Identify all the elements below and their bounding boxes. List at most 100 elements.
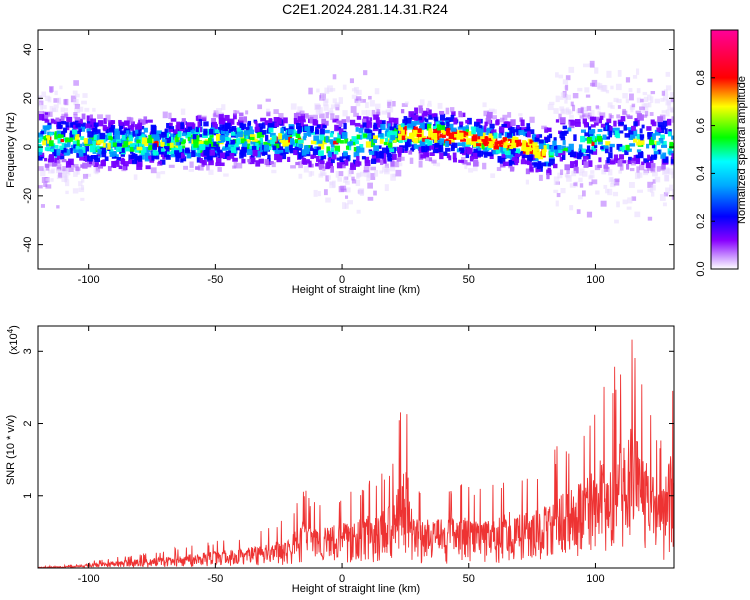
spectrogram-cell xyxy=(358,147,365,153)
spectrogram-cell xyxy=(531,162,538,166)
spectrogram-cell xyxy=(648,102,652,108)
spectrogram-cell xyxy=(405,143,409,150)
spectrogram-cell xyxy=(40,169,46,177)
spectrogram-cell xyxy=(482,162,487,170)
spectrogram-cell xyxy=(670,92,674,98)
spectrogram-cell xyxy=(667,168,674,175)
spectrogram-cell xyxy=(520,119,525,127)
spectrogram-cell xyxy=(538,174,543,181)
spectrogram-cell xyxy=(633,121,638,127)
spectrogram-cell xyxy=(497,155,502,163)
spectrogram-cell xyxy=(209,149,215,156)
spectrogram-cell xyxy=(523,142,530,150)
spectrogram-cell xyxy=(280,152,287,160)
spectrogram-cell xyxy=(561,145,566,151)
spectrogram-cell xyxy=(501,154,506,158)
spectrogram-cell xyxy=(597,164,602,169)
spectrogram-cell xyxy=(560,117,566,124)
spectrogram-cell xyxy=(47,158,54,163)
spectrogram-cell xyxy=(169,142,174,148)
spectrogram-cell xyxy=(315,126,319,134)
spectrogram-cell xyxy=(254,120,258,125)
spectrogram-cell xyxy=(553,189,559,194)
spectrogram-cell xyxy=(529,164,533,170)
spectrogram-cell xyxy=(238,116,244,121)
spectrogram-cell xyxy=(193,141,199,148)
spectrogram-cell xyxy=(509,159,515,165)
spectrogram-cell xyxy=(663,175,669,182)
spectrogram-cell xyxy=(619,130,624,134)
spectrogram-cell xyxy=(321,92,326,100)
spectrogram-cell xyxy=(219,152,226,159)
spectrogram-cell xyxy=(127,131,131,137)
spectrogram-cell xyxy=(313,189,318,197)
spectrogram-cell xyxy=(75,123,81,128)
spectrogram-cell xyxy=(135,128,139,134)
spectrogram-cell xyxy=(285,139,291,146)
spectrogram-cell xyxy=(110,137,116,142)
spectrogram-cell xyxy=(195,126,199,133)
spectrogram-cell xyxy=(266,111,271,117)
spectrogram-cell xyxy=(180,156,187,162)
spectrogram-cell xyxy=(119,121,124,126)
spectrogram-cell xyxy=(223,173,229,177)
spectrogram-cell xyxy=(322,166,326,171)
spectrogram-cell xyxy=(661,144,668,148)
spectrogram-cell xyxy=(547,167,551,173)
spectrogram-cell xyxy=(195,166,200,170)
spectrogram-cell xyxy=(61,113,68,118)
spectrogram-cell xyxy=(586,136,592,144)
spectrogram-cell xyxy=(60,115,65,122)
spectrogram-cell xyxy=(87,131,94,138)
spectrogram-cell xyxy=(104,156,109,162)
spectrogram-cell xyxy=(464,164,468,170)
spectrogram-cell xyxy=(456,148,461,153)
spectrogram-cell xyxy=(233,161,238,169)
spectrogram-cell xyxy=(616,114,621,119)
spectrogram-cell xyxy=(44,147,51,151)
spectrogram-cell xyxy=(75,145,80,150)
spectrogram-cell xyxy=(553,176,560,180)
spectrogram-cell xyxy=(518,130,525,136)
spectrogram-cell xyxy=(170,153,177,158)
spectrogram-cell xyxy=(89,114,93,121)
spectrogram-cell xyxy=(590,170,595,174)
top-y-tick-label: -40 xyxy=(22,237,34,253)
spectrogram-cell xyxy=(663,89,668,95)
spectrogram-cell xyxy=(377,124,381,128)
spectrogram-cell xyxy=(616,143,623,150)
spectrogram-cell xyxy=(428,109,432,116)
spectrogram-cell xyxy=(557,172,563,179)
spectrogram-cell xyxy=(425,151,429,157)
spectrogram-cell xyxy=(503,142,508,148)
spectrogram-cell xyxy=(477,147,481,152)
spectrogram-cell xyxy=(355,100,361,107)
spectrogram-cell xyxy=(316,146,321,150)
spectrogram-cell xyxy=(339,156,344,163)
spectrogram-cell xyxy=(97,120,104,127)
spectrogram-cell xyxy=(496,119,500,125)
spectrogram-cell xyxy=(459,121,464,126)
spectrogram-cell xyxy=(59,85,63,90)
spectrogram-cell xyxy=(312,114,318,122)
spectrogram-cell xyxy=(102,142,107,150)
spectrogram-cell xyxy=(408,150,413,155)
spectrogram-cell xyxy=(386,149,390,155)
spectrogram-cell xyxy=(583,109,589,115)
spectrogram-cell xyxy=(671,171,674,179)
spectrogram-cell xyxy=(478,125,483,130)
spectrogram-cell xyxy=(365,122,370,129)
spectrogram-cell xyxy=(425,145,432,151)
spectrogram-cell xyxy=(120,152,125,157)
spectrogram-cell xyxy=(250,157,256,163)
spectrogram-cell xyxy=(482,140,488,145)
spectrogram-cell xyxy=(179,145,186,149)
spectrogram-cell xyxy=(320,155,324,161)
spectrogram-cell xyxy=(278,133,283,140)
spectrogram-cell xyxy=(398,162,403,167)
spectrogram-cell xyxy=(271,135,277,142)
spectrogram-cell xyxy=(150,138,156,145)
spectrogram-cell xyxy=(670,106,674,113)
spectrogram-cell xyxy=(191,123,196,129)
spectrogram-cell xyxy=(326,146,331,154)
